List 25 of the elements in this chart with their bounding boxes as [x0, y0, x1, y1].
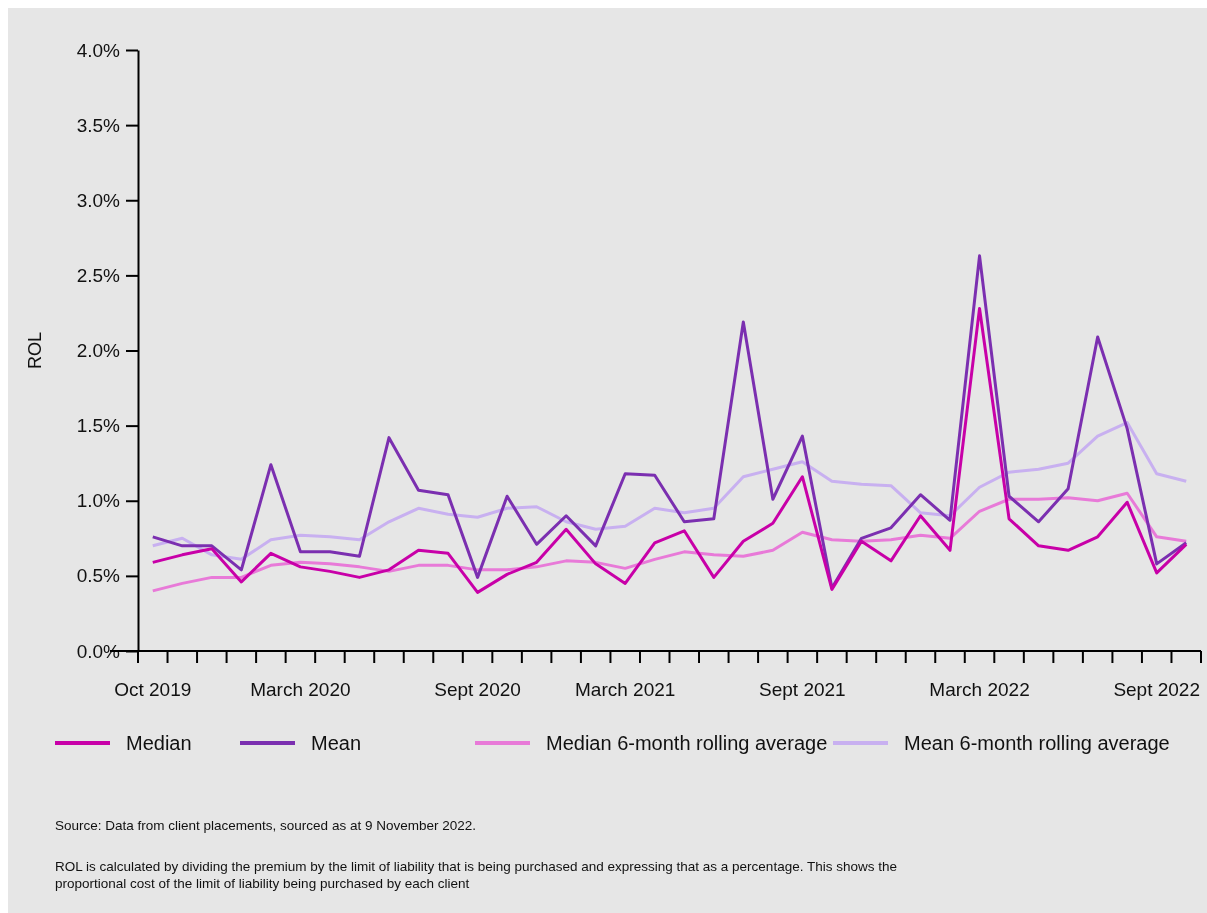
line-series [151, 491, 1188, 593]
legend-label: Median [126, 732, 192, 754]
x-tick-label: Sept 2021 [759, 679, 846, 700]
x-tick-label: March 2021 [575, 679, 676, 700]
text: ROL is calculated by dividing the premium by the limit of liability that is being purchased and expressing that as a percentage. This shows the proportional cost of the limit of liability being purchased by each client [55, 859, 897, 891]
legend-label: Mean 6-month rolling average [904, 732, 1170, 754]
y-tick-label: 3.5% [76, 114, 121, 136]
y-tick-label: 4.0% [76, 39, 121, 61]
y-tick-label: 1.5% [76, 415, 121, 437]
y-tick-label: 2.0% [76, 340, 121, 362]
y-tick-label: 2.5% [76, 264, 121, 286]
x-tick-label: Sept 2020 [434, 679, 521, 700]
legend-label: Mean [311, 732, 362, 754]
y-tick-label: 3.0% [76, 189, 121, 211]
x-tick-label: March 2020 [250, 679, 351, 700]
y-tick-label: 0.5% [76, 565, 121, 587]
x-tick-label: Oct 2019 [114, 679, 192, 700]
y-tick-label: 1.0% [76, 490, 121, 512]
line-series [151, 421, 1188, 561]
legend-label: Median 6-month rolling average [546, 732, 828, 754]
y-axis-title: ROL [25, 331, 45, 370]
source-note: Source: Data from client placements, sourced as at 9 November 2022. [55, 818, 476, 833]
x-tick-label: March 2022 [929, 679, 1030, 700]
x-tick-label: Sept 2022 [1113, 679, 1201, 700]
line-series [151, 306, 1188, 594]
